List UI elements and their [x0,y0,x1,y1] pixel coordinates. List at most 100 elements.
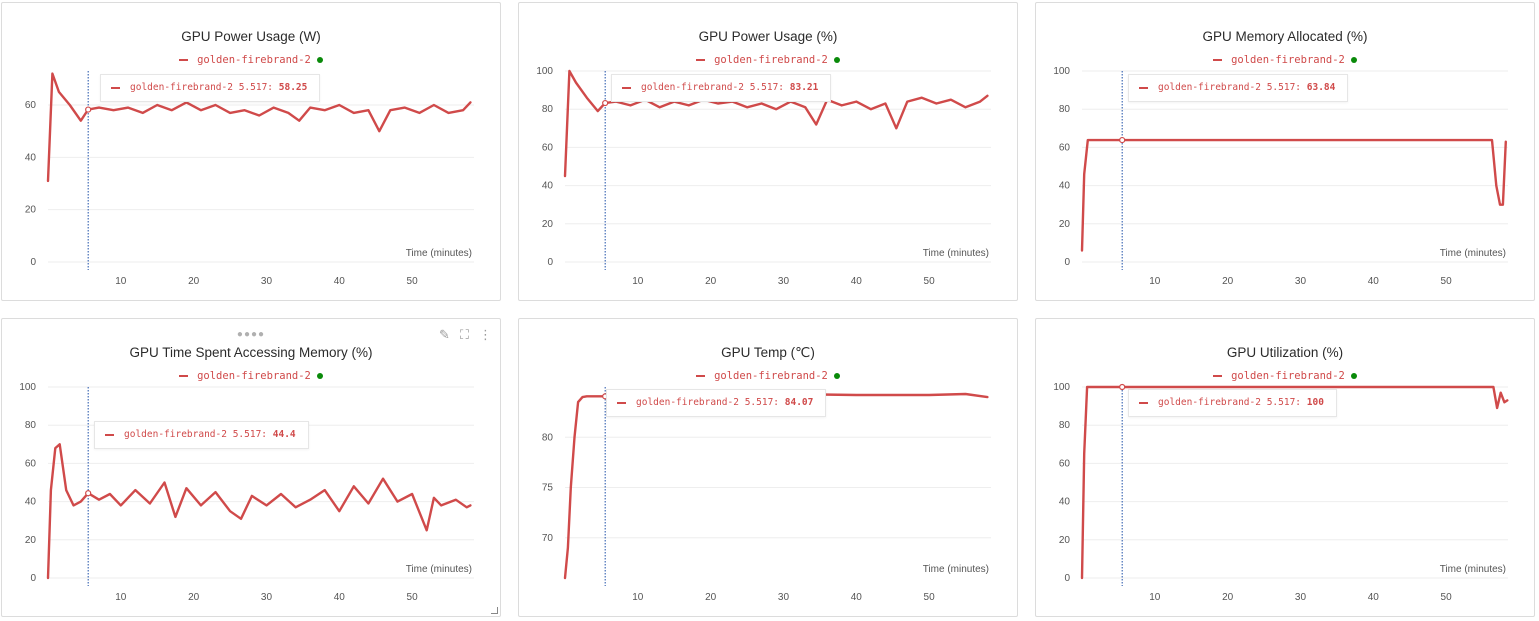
chart-legend[interactable]: golden-firebrand-2 [1036,370,1534,382]
x-tick-label: 50 [407,592,419,603]
legend-line-swatch [696,59,706,61]
pencil-icon[interactable]: ✎ [438,327,450,342]
y-tick-label: 100 [1053,382,1070,393]
chart-panel-gpu-power-percent[interactable]: GPU Power Usage (%) golden-firebrand-2 0… [518,2,1018,301]
resize-handle-icon[interactable] [491,607,498,614]
x-tick-label: 30 [1295,276,1307,287]
legend-line-swatch [179,59,189,61]
y-tick-label: 80 [542,432,554,443]
hover-point [602,99,609,107]
series-line [1080,138,1507,252]
y-tick-label: 20 [1059,535,1071,546]
tooltip-step: 5.517 [232,429,262,440]
legend-line-swatch [1213,375,1223,377]
drag-handle-icon[interactable]: ●●●● [236,329,266,340]
tooltip-run-name: golden-firebrand-2 [130,82,233,93]
legend-run-name: golden-firebrand-2 [1231,370,1345,382]
y-tick-label: 100 [536,66,553,77]
legend-line-swatch [1139,86,1148,89]
chart-legend[interactable]: golden-firebrand-2 [519,54,1017,66]
tooltip-run-name: golden-firebrand-2 [1158,82,1261,93]
y-tick-label: 40 [1059,181,1071,192]
tooltip-step: 5.517 [238,82,268,93]
legend-run-name: golden-firebrand-2 [1231,54,1345,66]
legend-line-swatch [111,86,120,89]
chart-panel-gpu-power-watts[interactable]: GPU Power Usage (W) golden-firebrand-2 0… [1,2,501,301]
chart-panel-gpu-temp[interactable]: GPU Temp (℃) golden-firebrand-2 70 75 80 10… [518,318,1018,617]
line-chart[interactable]: 0 20 40 60 80 100 10 20 30 40 50 Time (minutes) [1036,319,1536,618]
x-tick-label: 10 [115,276,127,287]
hover-point [1119,383,1126,391]
x-tick-label: 20 [1222,592,1234,603]
chart-title: GPU Memory Allocated (%) [1202,29,1368,44]
x-tick-label: 10 [632,276,644,287]
series-line [46,443,472,580]
run-status-dot-icon [1350,373,1357,379]
tooltip-value: 84.07 [784,397,814,408]
x-tick-label: 20 [705,276,717,287]
x-tick-label: 10 [115,592,127,603]
chart-panel-gpu-memory-allocated[interactable]: GPU Memory Allocated (%) golden-firebran… [1035,2,1535,301]
hover-tooltip: golden-firebrand-2 5.517: 44.4 [94,421,309,449]
tooltip-run-name: golden-firebrand-2 [636,397,739,408]
x-tick-label: 40 [334,276,346,287]
line-chart[interactable]: 0 20 40 60 80 100 10 20 30 40 50 Time (minutes) [519,3,1019,302]
legend-run-name: golden-firebrand-2 [197,370,311,382]
hover-tooltip: golden-firebrand-2 5.517: 63.84 [1128,74,1349,102]
y-tick-label: 20 [542,219,554,230]
y-tick-label: 20 [25,205,37,216]
y-tick-label: 40 [1059,497,1071,508]
y-tick-label: 100 [19,382,36,393]
legend-line-swatch [1213,59,1223,61]
hover-point [85,106,92,113]
line-chart[interactable]: 0 20 40 60 80 100 10 20 30 40 50 Time (minutes) [1036,3,1536,302]
y-tick-label: 0 [1064,257,1070,268]
chart-panel-gpu-memory-access-time[interactable]: ●●●● ✎ ⛶ ⋮ GPU Time Spent Accessing Memory… [1,318,501,617]
line-chart[interactable]: 70 75 80 10 20 30 40 50 Time (minutes) [519,319,1019,618]
line-chart[interactable]: 0 20 40 60 10 20 30 40 50 Time (minutes) [2,3,502,302]
x-tick-label: 10 [1149,592,1161,603]
x-tick-label: 30 [778,592,790,603]
legend-line-swatch [105,433,114,436]
x-tick-label: 20 [188,592,200,603]
chart-legend[interactable]: golden-firebrand-2 [2,370,500,382]
chart-title: GPU Power Usage (%) [698,29,838,44]
y-tick-label: 40 [25,497,37,508]
y-tick-label: 40 [542,181,554,192]
x-axis-title: Time (minutes) [1440,564,1506,575]
x-tick-label: 20 [705,592,717,603]
tooltip-value: 44.4 [272,429,296,440]
tooltip-value: 58.25 [278,82,308,93]
x-tick-label: 50 [1441,592,1453,603]
chart-title: GPU Time Spent Accessing Memory (%) [129,345,373,360]
x-axis-title: Time (minutes) [1440,248,1506,259]
x-tick-label: 30 [261,592,273,603]
line-chart[interactable]: 0 20 40 60 80 100 10 20 30 40 50 Time (minutes) [2,319,502,618]
x-tick-label: 10 [632,592,644,603]
x-tick-label: 40 [851,276,863,287]
x-tick-label: 20 [1222,276,1234,287]
panel-toolbar: ✎ ⛶ ⋮ [429,327,492,343]
y-tick-label: 20 [25,535,37,546]
chart-legend[interactable]: golden-firebrand-2 [1036,54,1534,66]
chart-legend[interactable]: golden-firebrand-2 [519,370,1017,382]
x-axis-title: Time (minutes) [406,564,472,575]
hover-tooltip: golden-firebrand-2 5.517: 58.25 [100,74,321,102]
chart-title: GPU Utilization (%) [1226,345,1344,360]
legend-run-name: golden-firebrand-2 [714,54,828,66]
legend-run-name: golden-firebrand-2 [197,54,311,66]
tooltip-step: 5.517 [1266,397,1296,408]
y-tick-label: 80 [1059,420,1071,431]
chart-legend[interactable]: golden-firebrand-2 [2,54,500,66]
run-status-dot-icon [833,57,840,63]
tooltip-value: 63.84 [1306,82,1336,93]
run-status-dot-icon [316,373,323,379]
chart-panel-gpu-utilization[interactable]: GPU Utilization (%) golden-firebrand-2 0… [1035,318,1535,617]
more-vert-icon[interactable]: ⋮ [479,327,492,342]
chart-title: GPU Temp (℃) [721,345,815,360]
y-tick-label: 0 [30,257,36,268]
fullscreen-icon[interactable]: ⛶ [459,327,469,342]
legend-line-swatch [696,375,706,377]
tooltip-run-name: golden-firebrand-2 [124,429,227,440]
series-line [1080,385,1509,580]
